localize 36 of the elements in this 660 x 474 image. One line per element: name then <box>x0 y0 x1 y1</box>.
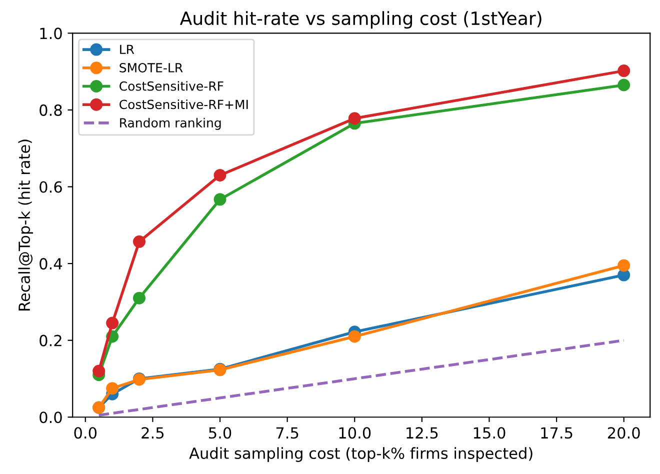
x-tick-label: 12.5 <box>406 427 438 439</box>
y-tick-label: 1.0 <box>40 28 62 40</box>
point <box>106 316 119 330</box>
point <box>618 78 630 92</box>
point <box>132 292 146 304</box>
y-tick-label: 0.2 <box>40 334 62 346</box>
x-tick-label: 10.0 <box>339 427 371 439</box>
point <box>92 364 106 378</box>
point <box>132 235 146 248</box>
point <box>618 259 630 272</box>
legend-label: Random ranking <box>120 118 221 130</box>
x-tick-label: 17.5 <box>541 427 572 439</box>
x-tick-label: 20.0 <box>608 427 640 439</box>
point <box>214 168 226 182</box>
y-axis-title: Recall@Top-k (hit rate) <box>18 140 34 310</box>
y-tick-label: 0.6 <box>40 181 62 193</box>
x-tick-label: 2.5 <box>142 427 164 439</box>
legend-label: CostSensitive-RF+MI <box>120 99 248 110</box>
x-tick-label: 0.0 <box>74 427 97 439</box>
x-tick-label: 7.5 <box>276 427 298 439</box>
y-tick-label: 0.8 <box>40 104 62 116</box>
y-tick-label: 0.4 <box>40 258 62 270</box>
point <box>214 193 226 206</box>
point <box>618 64 630 78</box>
x-tick-label: 15.0 <box>474 427 506 439</box>
x-axis-title: Audit sampling cost (top-k% firms inspected) <box>189 447 532 462</box>
legend-label: SMOTE-LR <box>120 63 183 72</box>
legend-label: CostSensitive-RF <box>120 81 224 91</box>
line-series <box>97 338 626 417</box>
point <box>348 330 361 343</box>
chart-title: Audit hit-rate vs sampling cost (1stYear) <box>180 11 542 29</box>
point <box>106 382 119 395</box>
x-tick-label: 5.0 <box>209 427 232 439</box>
legend-label: LR <box>120 44 134 54</box>
y-tick-label: 0.0 <box>40 412 62 424</box>
point <box>348 112 361 125</box>
